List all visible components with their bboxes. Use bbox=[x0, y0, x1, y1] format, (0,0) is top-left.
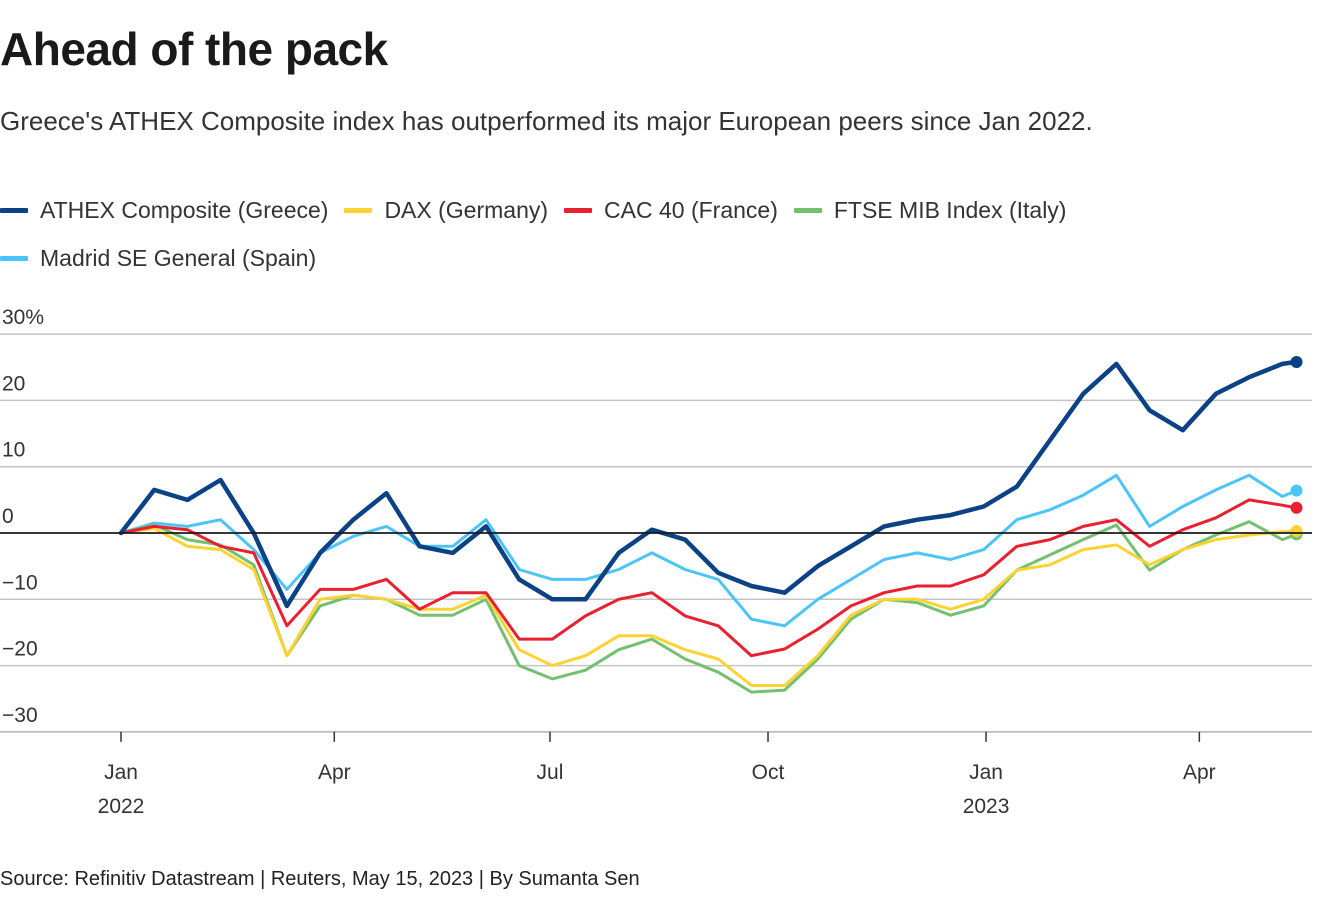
legend-swatch bbox=[344, 207, 373, 213]
series-line-athex-composite-greece bbox=[118, 359, 1299, 609]
chart-subtitle: Greece's ATHEX Composite index has outpe… bbox=[0, 106, 1093, 136]
y-tick-label: −10 bbox=[2, 571, 38, 594]
series-end-point-madrid-se-general-spain bbox=[1290, 484, 1303, 497]
legend-item: Madrid SE General (Spain) bbox=[0, 234, 316, 282]
x-tick-label: Apr bbox=[1183, 761, 1216, 784]
legend-item: DAX (Germany) bbox=[344, 186, 548, 234]
series-line-ftse-mib-index-italy bbox=[119, 520, 1298, 694]
legend-swatch bbox=[564, 207, 593, 213]
series-end-point-dax-germany bbox=[1290, 525, 1303, 538]
legend-item: FTSE MIB Index (Italy) bbox=[793, 186, 1067, 234]
legend-swatch bbox=[0, 255, 28, 261]
series-line-dax-germany bbox=[119, 526, 1298, 687]
y-tick-label: 30% bbox=[2, 306, 44, 329]
legend-label: FTSE MIB Index (Italy) bbox=[833, 196, 1067, 223]
y-tick-label: 10 bbox=[2, 439, 25, 462]
series-end-point-athex-composite-greece bbox=[1290, 355, 1303, 368]
y-tick-label: −30 bbox=[2, 704, 38, 727]
x-tick-label: Jan bbox=[104, 761, 138, 784]
series-end-point-cac-40-france bbox=[1290, 501, 1303, 514]
x-tick-year-label: 2023 bbox=[963, 795, 1010, 818]
x-tick-label: Apr bbox=[318, 761, 351, 784]
legend-label: DAX (Germany) bbox=[384, 196, 549, 223]
legend-swatch bbox=[0, 207, 28, 213]
source-note: Source: Refinitiv Datastream | Reuters, … bbox=[0, 868, 640, 890]
legend-item: ATHEX Composite (Greece) bbox=[0, 186, 328, 234]
x-tick-label: Jul bbox=[537, 761, 564, 784]
chart-title: Ahead of the pack bbox=[0, 23, 388, 75]
legend-item: CAC 40 (France) bbox=[564, 186, 778, 234]
series-line-cac-40-france bbox=[119, 498, 1298, 658]
legend-label: CAC 40 (France) bbox=[604, 196, 778, 223]
y-tick-label: −20 bbox=[2, 638, 38, 661]
legend-swatch bbox=[793, 207, 822, 213]
series-line-madrid-se-general-spain bbox=[119, 473, 1298, 628]
x-tick-year-label: 2022 bbox=[98, 795, 145, 818]
legend-label: ATHEX Composite (Greece) bbox=[40, 196, 329, 223]
legend: ATHEX Composite (Greece) DAX (Germany) CAC… bbox=[0, 186, 1200, 282]
y-tick-label: 20 bbox=[2, 372, 25, 395]
x-tick-label: Oct bbox=[752, 761, 785, 784]
x-tick-label: Jan bbox=[969, 761, 1003, 784]
y-tick-label: 0 bbox=[2, 505, 14, 528]
legend-label: Madrid SE General (Spain) bbox=[40, 244, 317, 271]
